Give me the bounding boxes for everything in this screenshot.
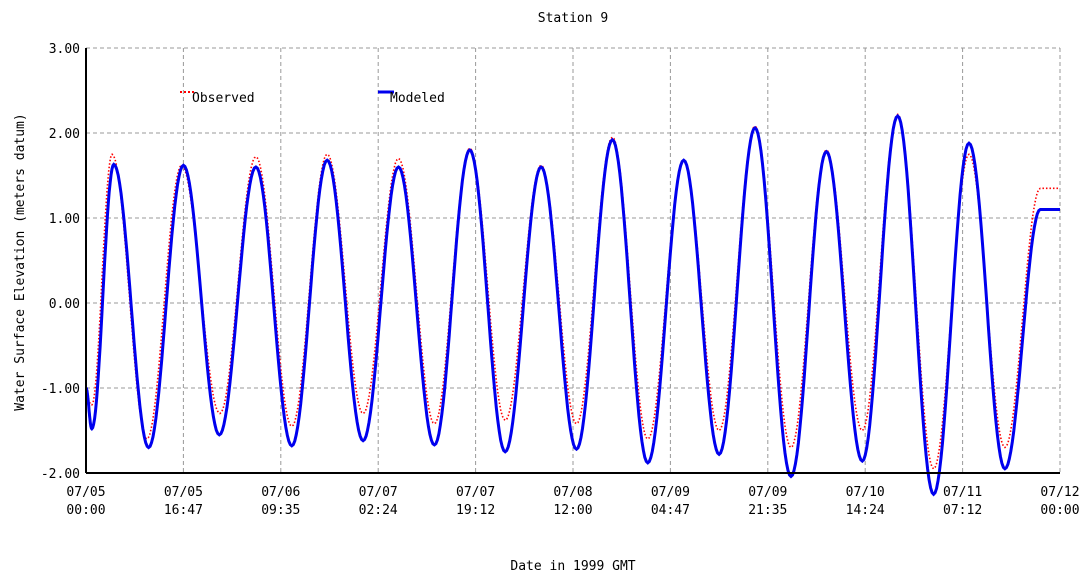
x-tick-label-date: 07/09 [651, 485, 690, 500]
chart-title: Station 9 [538, 11, 608, 26]
legend: Observed Modeled [180, 90, 445, 106]
x-tick-label-date: 07/05 [164, 485, 203, 500]
x-tick-label-time: 07:12 [943, 503, 982, 518]
y-tick-labels: 3.00 2.00 1.00 0.00 -1.00 -2.00 [41, 42, 80, 482]
x-tick-label-date: 07/07 [359, 485, 398, 500]
x-tick-label-time: 04:47 [651, 503, 690, 518]
y-tick-label: 1.00 [49, 212, 80, 227]
x-tick-label-time: 02:24 [359, 503, 398, 518]
modeled-series [84, 113, 1060, 497]
x-tick-label-date: 07/10 [846, 485, 885, 500]
x-tick-label-time: 14:24 [846, 503, 885, 518]
x-tick-label-date: 07/06 [261, 485, 300, 500]
x-tick-label-time: 12:00 [553, 503, 592, 518]
y-tick-label: 0.00 [49, 297, 80, 312]
y-axis-label: Water Surface Elevation (meters datum) [13, 113, 28, 410]
x-tick-label-time: 09:35 [261, 503, 300, 518]
x-tick-label-date: 07/09 [748, 485, 787, 500]
x-tick-label-date: 07/12 [1040, 485, 1079, 500]
x-tick-label-date: 07/08 [553, 485, 592, 500]
x-tick-label-time: 21:35 [748, 503, 787, 518]
x-tick-label-time: 19:12 [456, 503, 495, 518]
x-tick-label-date: 07/07 [456, 485, 495, 500]
y-tick-label: 3.00 [49, 42, 80, 57]
y-tick-label: -1.00 [41, 382, 80, 397]
x-tick-labels: 07/05 00:00 07/05 16:47 07/06 09:35 07/07 02:24… [66, 485, 1079, 518]
x-tick-label-time: 00:00 [66, 503, 105, 518]
y-tick-label: -2.00 [41, 467, 80, 482]
x-tick-label-time: 00:00 [1040, 503, 1079, 518]
modeled-line [84, 113, 1060, 497]
legend-observed-label: Observed [192, 91, 255, 106]
legend-modeled-label: Modeled [390, 91, 445, 106]
x-tick-label-date: 07/05 [66, 485, 105, 500]
x-tick-label-time: 16:47 [164, 503, 203, 518]
x-axis-label: Date in 1999 GMT [510, 559, 635, 574]
y-tick-label: 2.00 [49, 127, 80, 142]
x-tick-label-date: 07/11 [943, 485, 982, 500]
